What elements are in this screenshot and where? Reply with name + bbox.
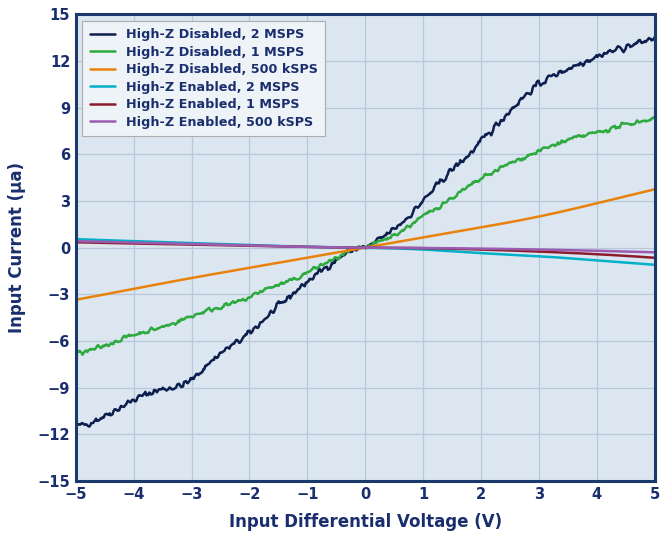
High-Z Enabled, 2 MSPS — [333, 244, 341, 251]
High-Z Disabled, 500 kSPS — [220, 269, 228, 275]
High-Z Enabled, 1 MSPS — [651, 254, 659, 261]
High-Z Disabled, 2 MSPS — [413, 205, 422, 211]
Line: High-Z Disabled, 2 MSPS: High-Z Disabled, 2 MSPS — [75, 37, 655, 426]
High-Z Disabled, 2 MSPS — [459, 159, 467, 165]
High-Z Disabled, 500 kSPS — [508, 219, 516, 225]
Line: High-Z Disabled, 1 MSPS: High-Z Disabled, 1 MSPS — [75, 117, 655, 355]
High-Z Enabled, 2 MSPS — [413, 246, 421, 252]
High-Z Disabled, 500 kSPS — [174, 277, 182, 284]
High-Z Enabled, 2 MSPS — [220, 241, 228, 247]
High-Z Enabled, 500 kSPS — [413, 245, 421, 251]
High-Z Disabled, 1 MSPS — [651, 114, 659, 120]
High-Z Enabled, 2 MSPS — [458, 248, 466, 255]
High-Z Enabled, 1 MSPS — [413, 245, 421, 251]
Line: High-Z Disabled, 500 kSPS: High-Z Disabled, 500 kSPS — [75, 189, 655, 300]
High-Z Disabled, 500 kSPS — [333, 249, 341, 255]
High-Z Disabled, 1 MSPS — [413, 215, 422, 222]
Line: High-Z Enabled, 1 MSPS: High-Z Enabled, 1 MSPS — [75, 242, 655, 258]
High-Z Enabled, 500 kSPS — [71, 238, 79, 244]
Legend: High-Z Disabled, 2 MSPS, High-Z Disabled, 1 MSPS, High-Z Disabled, 500 kSPS, Hig: High-Z Disabled, 2 MSPS, High-Z Disabled… — [82, 20, 325, 136]
High-Z Disabled, 500 kSPS — [458, 227, 466, 234]
High-Z Enabled, 1 MSPS — [508, 247, 516, 254]
High-Z Enabled, 500 kSPS — [220, 241, 228, 248]
High-Z Enabled, 1 MSPS — [333, 244, 341, 251]
High-Z Disabled, 2 MSPS — [175, 381, 183, 387]
Y-axis label: Input Current (μa): Input Current (μa) — [8, 162, 26, 333]
High-Z Disabled, 1 MSPS — [459, 186, 467, 192]
High-Z Disabled, 1 MSPS — [175, 319, 183, 325]
High-Z Enabled, 500 kSPS — [651, 249, 659, 255]
High-Z Disabled, 2 MSPS — [335, 255, 343, 262]
High-Z Disabled, 500 kSPS — [651, 186, 659, 192]
Line: High-Z Enabled, 2 MSPS: High-Z Enabled, 2 MSPS — [75, 239, 655, 265]
High-Z Enabled, 500 kSPS — [333, 244, 341, 251]
High-Z Disabled, 2 MSPS — [71, 423, 79, 429]
High-Z Disabled, 1 MSPS — [79, 351, 87, 358]
High-Z Enabled, 500 kSPS — [458, 245, 466, 252]
High-Z Enabled, 500 kSPS — [174, 240, 182, 247]
High-Z Enabled, 1 MSPS — [220, 242, 228, 248]
High-Z Enabled, 2 MSPS — [651, 261, 659, 268]
Line: High-Z Enabled, 500 kSPS: High-Z Enabled, 500 kSPS — [75, 241, 655, 252]
High-Z Disabled, 2 MSPS — [651, 34, 659, 40]
High-Z Disabled, 1 MSPS — [71, 350, 79, 356]
High-Z Disabled, 2 MSPS — [222, 345, 230, 352]
X-axis label: Input Differential Voltage (V): Input Differential Voltage (V) — [228, 513, 502, 531]
High-Z Enabled, 1 MSPS — [458, 246, 466, 252]
High-Z Disabled, 1 MSPS — [508, 158, 516, 165]
High-Z Enabled, 1 MSPS — [174, 241, 182, 247]
High-Z Enabled, 2 MSPS — [71, 236, 79, 243]
High-Z Disabled, 1 MSPS — [222, 301, 230, 307]
High-Z Enabled, 500 kSPS — [508, 246, 516, 252]
High-Z Disabled, 500 kSPS — [413, 236, 421, 242]
High-Z Disabled, 2 MSPS — [86, 423, 94, 430]
High-Z Disabled, 500 kSPS — [71, 296, 79, 303]
High-Z Disabled, 2 MSPS — [508, 105, 516, 111]
High-Z Disabled, 1 MSPS — [335, 256, 343, 262]
High-Z Enabled, 1 MSPS — [71, 239, 79, 245]
High-Z Enabled, 2 MSPS — [174, 239, 182, 246]
High-Z Enabled, 2 MSPS — [508, 252, 516, 258]
